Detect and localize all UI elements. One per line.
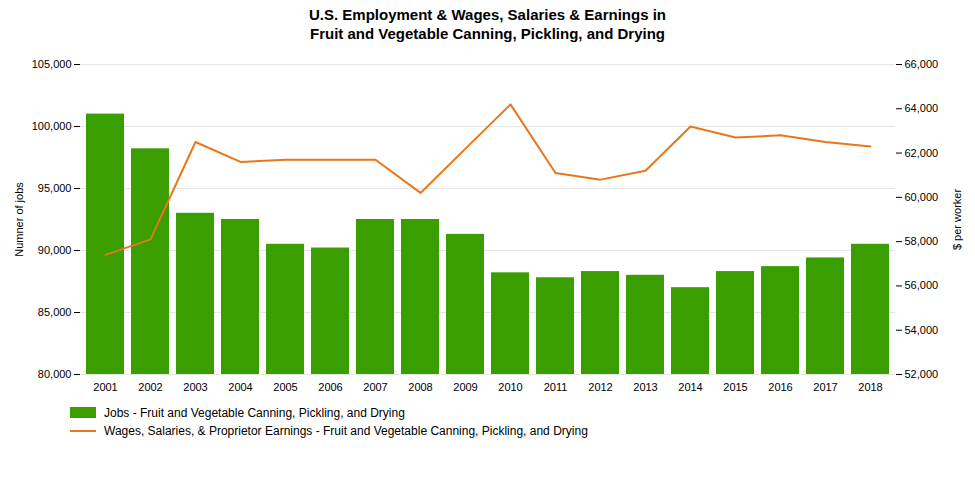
svg-text:2009: 2009 xyxy=(453,381,477,393)
svg-text:Numner of jobs: Numner of jobs xyxy=(13,181,25,256)
svg-text:2003: 2003 xyxy=(183,381,207,393)
svg-text:2015: 2015 xyxy=(723,381,747,393)
svg-text:$ per worker: $ per worker xyxy=(951,188,963,249)
svg-text:2002: 2002 xyxy=(138,381,162,393)
svg-text:2005: 2005 xyxy=(273,381,297,393)
svg-text:2008: 2008 xyxy=(408,381,432,393)
svg-text:58,000: 58,000 xyxy=(905,235,939,247)
svg-text:2016: 2016 xyxy=(768,381,792,393)
svg-text:85,000: 85,000 xyxy=(38,306,72,318)
svg-text:2011: 2011 xyxy=(544,381,568,393)
svg-text:2001: 2001 xyxy=(93,381,117,393)
svg-text:52,000: 52,000 xyxy=(905,368,939,380)
svg-text:62,000: 62,000 xyxy=(905,146,939,158)
svg-text:2017: 2017 xyxy=(813,381,837,393)
svg-text:105,000: 105,000 xyxy=(32,58,72,70)
svg-text:100,000: 100,000 xyxy=(32,120,72,132)
svg-text:64,000: 64,000 xyxy=(905,102,939,114)
svg-text:2013: 2013 xyxy=(633,381,657,393)
svg-text:2010: 2010 xyxy=(498,381,522,393)
svg-text:2007: 2007 xyxy=(363,381,387,393)
svg-text:2012: 2012 xyxy=(588,381,612,393)
svg-text:2014: 2014 xyxy=(678,381,702,393)
svg-text:2006: 2006 xyxy=(318,381,342,393)
svg-text:2004: 2004 xyxy=(228,381,252,393)
svg-text:56,000: 56,000 xyxy=(905,279,939,291)
svg-text:95,000: 95,000 xyxy=(38,182,72,194)
svg-text:80,000: 80,000 xyxy=(38,368,72,380)
svg-text:66,000: 66,000 xyxy=(905,58,939,70)
svg-text:54,000: 54,000 xyxy=(905,323,939,335)
html-text:U.S. Employment & Wages, Salar: U.S. Employment & Wages, Salaries & Earn… xyxy=(309,6,666,42)
svg-text:60,000: 60,000 xyxy=(905,190,939,202)
html-text:Jobs - Fruit and Vegetable Can: Jobs - Fruit and Vegetable Canning, Pick… xyxy=(104,405,405,420)
svg-text:2018: 2018 xyxy=(858,381,882,393)
svg-text:90,000: 90,000 xyxy=(38,244,72,256)
html-text:Wages, Salaries, & Proprietor: Wages, Salaries, & Proprietor Earnings -… xyxy=(104,423,588,438)
